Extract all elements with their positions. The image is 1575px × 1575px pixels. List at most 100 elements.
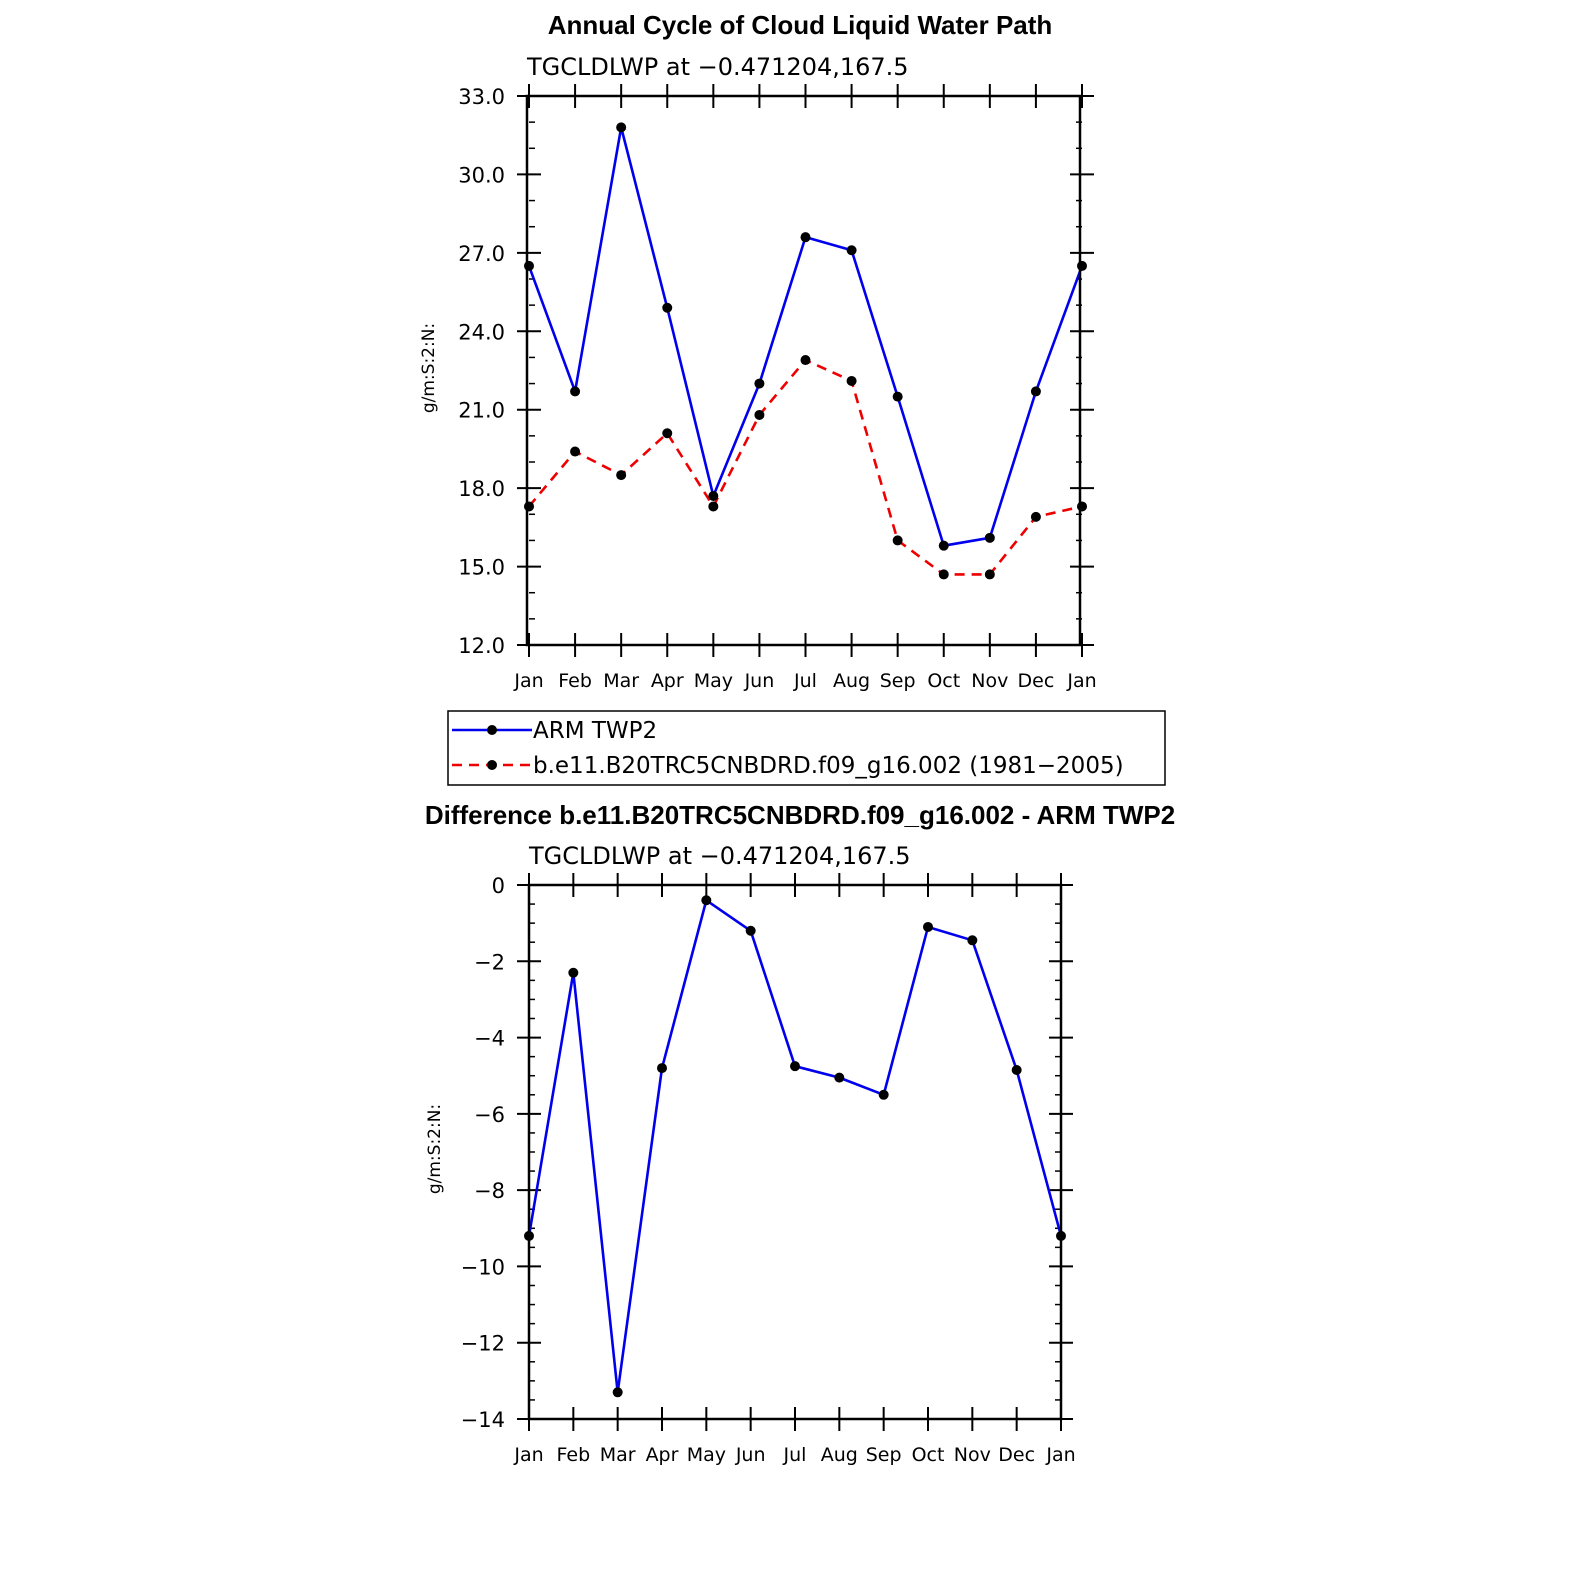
series-0-point bbox=[892, 391, 903, 402]
x-tick-label: Jul bbox=[783, 1444, 807, 1466]
series-0-point bbox=[1011, 1064, 1022, 1075]
top-chart-x-tick-labels: Jan Feb Mar Apr May Jun Jul Aug Sep Oct Nov Dec Jan bbox=[513, 670, 1096, 692]
series-0-point bbox=[834, 1072, 845, 1083]
series-1-point bbox=[892, 535, 903, 546]
x-tick-label: Jan bbox=[513, 670, 543, 692]
x-tick-label: Jan bbox=[513, 1444, 543, 1466]
x-tick-label: Aug bbox=[833, 670, 870, 692]
x-tick-label: Sep bbox=[866, 1444, 902, 1466]
top-chart-points bbox=[524, 122, 1087, 580]
series-0-point bbox=[568, 967, 579, 978]
bottom-chart-ticks bbox=[517, 873, 1073, 1431]
y-tick-label: 33.0 bbox=[458, 85, 505, 109]
series-0-point bbox=[1077, 260, 1087, 271]
y-tick-label: 18.0 bbox=[458, 477, 505, 501]
series-1-point bbox=[524, 501, 534, 512]
legend-marker-arm bbox=[487, 725, 497, 735]
bottom-chart-ylabel: g/m:S:2:N: bbox=[425, 1104, 445, 1194]
series-0-point bbox=[800, 232, 811, 243]
series-0-point bbox=[984, 532, 995, 543]
y-tick-label: 12.0 bbox=[458, 634, 505, 658]
legend-box bbox=[447, 710, 1166, 786]
x-tick-label: Jul bbox=[793, 670, 817, 692]
series-0-point bbox=[878, 1089, 889, 1100]
legend-item-arm: ARM TWP2 bbox=[452, 718, 657, 744]
series-0-point bbox=[616, 122, 627, 133]
series-0-point bbox=[967, 935, 978, 946]
x-tick-label: Nov bbox=[971, 670, 1008, 692]
series-line-0 bbox=[527, 126, 1084, 547]
bottom-chart-plot-frame bbox=[527, 883, 1063, 1421]
x-tick-label: May bbox=[694, 670, 733, 692]
bottom-chart-x-tick-labels: Jan Feb Mar Apr May Jun Jul Aug Sep Oct Nov Dec Jan bbox=[513, 1444, 1075, 1466]
x-tick-label: Aug bbox=[821, 1444, 858, 1466]
series-0-point bbox=[708, 490, 719, 501]
series-0-point bbox=[754, 378, 765, 389]
series-0-point bbox=[701, 895, 712, 906]
y-tick-label: −12 bbox=[461, 1332, 505, 1356]
series-line-1 bbox=[528, 358, 1083, 576]
top-chart: Annual Cycle of Cloud Liquid Water Path … bbox=[419, 10, 1097, 692]
y-tick-label: 0 bbox=[492, 874, 505, 898]
bottom-chart-subtitle: TGCLDLWP at −0.471204,167.5 bbox=[528, 842, 911, 870]
y-tick-label: 21.0 bbox=[458, 399, 505, 423]
legend-marker-model bbox=[487, 760, 497, 770]
y-tick-label: 15.0 bbox=[458, 556, 505, 580]
series-line-0 bbox=[527, 898, 1063, 1394]
x-tick-label: Jan bbox=[1066, 670, 1096, 692]
x-tick-label: Jun bbox=[735, 1444, 766, 1466]
x-tick-label: Dec bbox=[1018, 670, 1055, 692]
x-tick-label: Oct bbox=[912, 1444, 945, 1466]
series-0-point bbox=[612, 1387, 623, 1398]
legend-item-model: b.e11.B20TRC5CNBDRD.f09_g16.002 (1981−20… bbox=[452, 753, 1124, 779]
series-1-point bbox=[984, 569, 995, 580]
series-0-point bbox=[938, 540, 949, 551]
x-tick-label: May bbox=[687, 1444, 726, 1466]
y-tick-label: −10 bbox=[461, 1255, 505, 1279]
bottom-chart-series-lines bbox=[527, 898, 1063, 1394]
bottom-chart-points bbox=[524, 895, 1066, 1398]
series-0-point bbox=[662, 302, 673, 313]
top-chart-ticks bbox=[517, 84, 1094, 657]
x-tick-label: Jan bbox=[1045, 1444, 1075, 1466]
top-chart-title: Annual Cycle of Cloud Liquid Water Path bbox=[548, 10, 1053, 40]
x-tick-label: Sep bbox=[880, 670, 916, 692]
legend: ARM TWP2 b.e11.B20TRC5CNBDRD.f09_g16.002… bbox=[447, 710, 1166, 786]
top-chart-y-tick-labels: 12.0 15.0 18.0 21.0 24.0 27.0 30.0 33.0 bbox=[458, 85, 505, 658]
legend-label-arm: ARM TWP2 bbox=[533, 718, 657, 744]
x-tick-label: Jun bbox=[744, 670, 775, 692]
x-tick-label: Apr bbox=[646, 1444, 679, 1466]
y-tick-label: 24.0 bbox=[458, 320, 505, 344]
series-0-point bbox=[1030, 386, 1041, 397]
x-tick-label: Nov bbox=[954, 1444, 991, 1466]
top-chart-plot-frame bbox=[525, 94, 1082, 647]
y-tick-label: −14 bbox=[461, 1408, 505, 1432]
x-tick-label: Mar bbox=[600, 1444, 636, 1466]
series-1-point bbox=[1030, 511, 1041, 522]
series-0-point bbox=[570, 386, 581, 397]
bottom-chart-title: Difference b.e11.B20TRC5CNBDRD.f09_g16.0… bbox=[425, 800, 1175, 830]
top-chart-ylabel: g/m:S:2:N: bbox=[419, 323, 439, 413]
x-tick-label: Feb bbox=[558, 670, 592, 692]
series-1-point bbox=[754, 409, 765, 420]
x-tick-label: Feb bbox=[557, 1444, 591, 1466]
bottom-chart-y-tick-labels: −14 −12 −10 −8 −6 −4 −2 0 bbox=[461, 874, 505, 1432]
series-1-point bbox=[616, 470, 627, 481]
series-0-point bbox=[846, 245, 857, 256]
y-tick-label: 30.0 bbox=[458, 163, 505, 187]
y-tick-label: 27.0 bbox=[458, 242, 505, 266]
y-tick-label: −8 bbox=[474, 1179, 505, 1203]
top-chart-series-lines bbox=[527, 126, 1084, 576]
series-0-point bbox=[745, 925, 756, 936]
x-tick-label: Mar bbox=[603, 670, 639, 692]
x-tick-label: Apr bbox=[651, 670, 684, 692]
series-1-point bbox=[1077, 501, 1087, 512]
bottom-chart: Difference b.e11.B20TRC5CNBDRD.f09_g16.0… bbox=[425, 800, 1175, 1466]
series-1-point bbox=[570, 446, 581, 457]
top-chart-subtitle: TGCLDLWP at −0.471204,167.5 bbox=[526, 53, 909, 81]
x-tick-label: Dec bbox=[998, 1444, 1035, 1466]
y-tick-label: −4 bbox=[474, 1027, 505, 1051]
y-tick-label: −2 bbox=[474, 950, 505, 974]
series-1-point bbox=[846, 375, 857, 386]
